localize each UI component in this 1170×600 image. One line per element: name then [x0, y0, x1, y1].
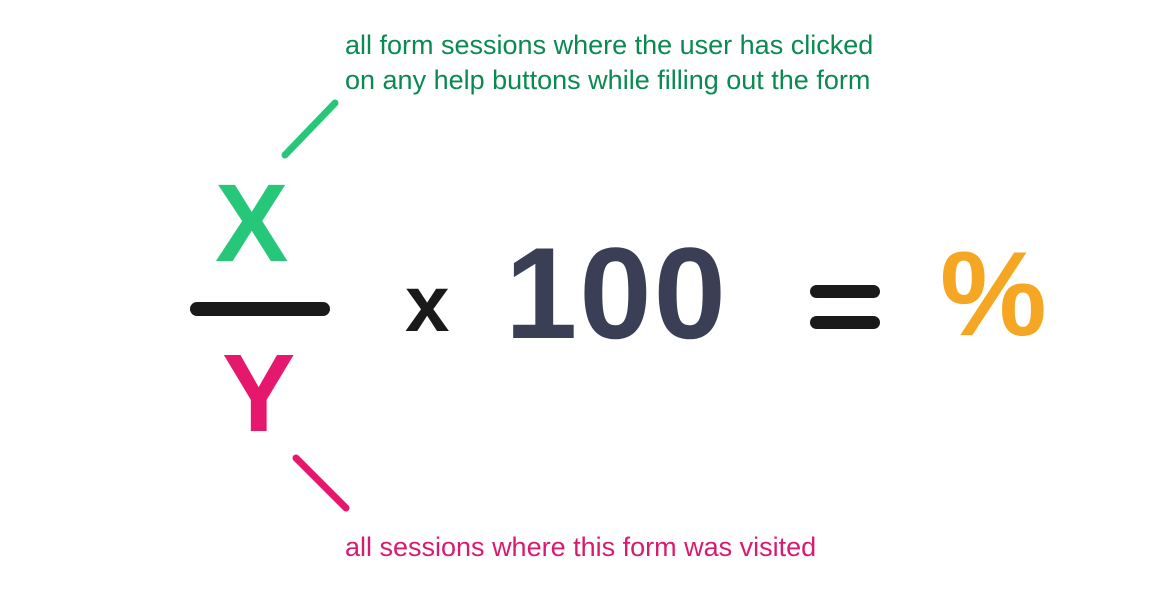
numerator-x: X	[215, 160, 286, 287]
y-connector	[288, 450, 368, 520]
denominator-y: Y	[222, 330, 293, 457]
x-connector	[275, 95, 355, 165]
y-annotation: all sessions where this form was visited	[345, 530, 965, 565]
x-annotation: all form sessions where the user has cli…	[345, 28, 1065, 98]
x-annotation-line1: all form sessions where the user has cli…	[345, 30, 873, 60]
y-annotation-line1: all sessions where this form was visited	[345, 532, 816, 562]
multiply-operator: x	[405, 258, 450, 350]
constant-100: 100	[505, 218, 728, 368]
fraction-bar	[190, 302, 330, 316]
result-percent: %	[940, 225, 1047, 363]
x-annotation-line2: on any help buttons while filling out th…	[345, 65, 870, 95]
formula-infographic: all form sessions where the user has cli…	[0, 0, 1170, 600]
equals-operator	[810, 285, 880, 329]
